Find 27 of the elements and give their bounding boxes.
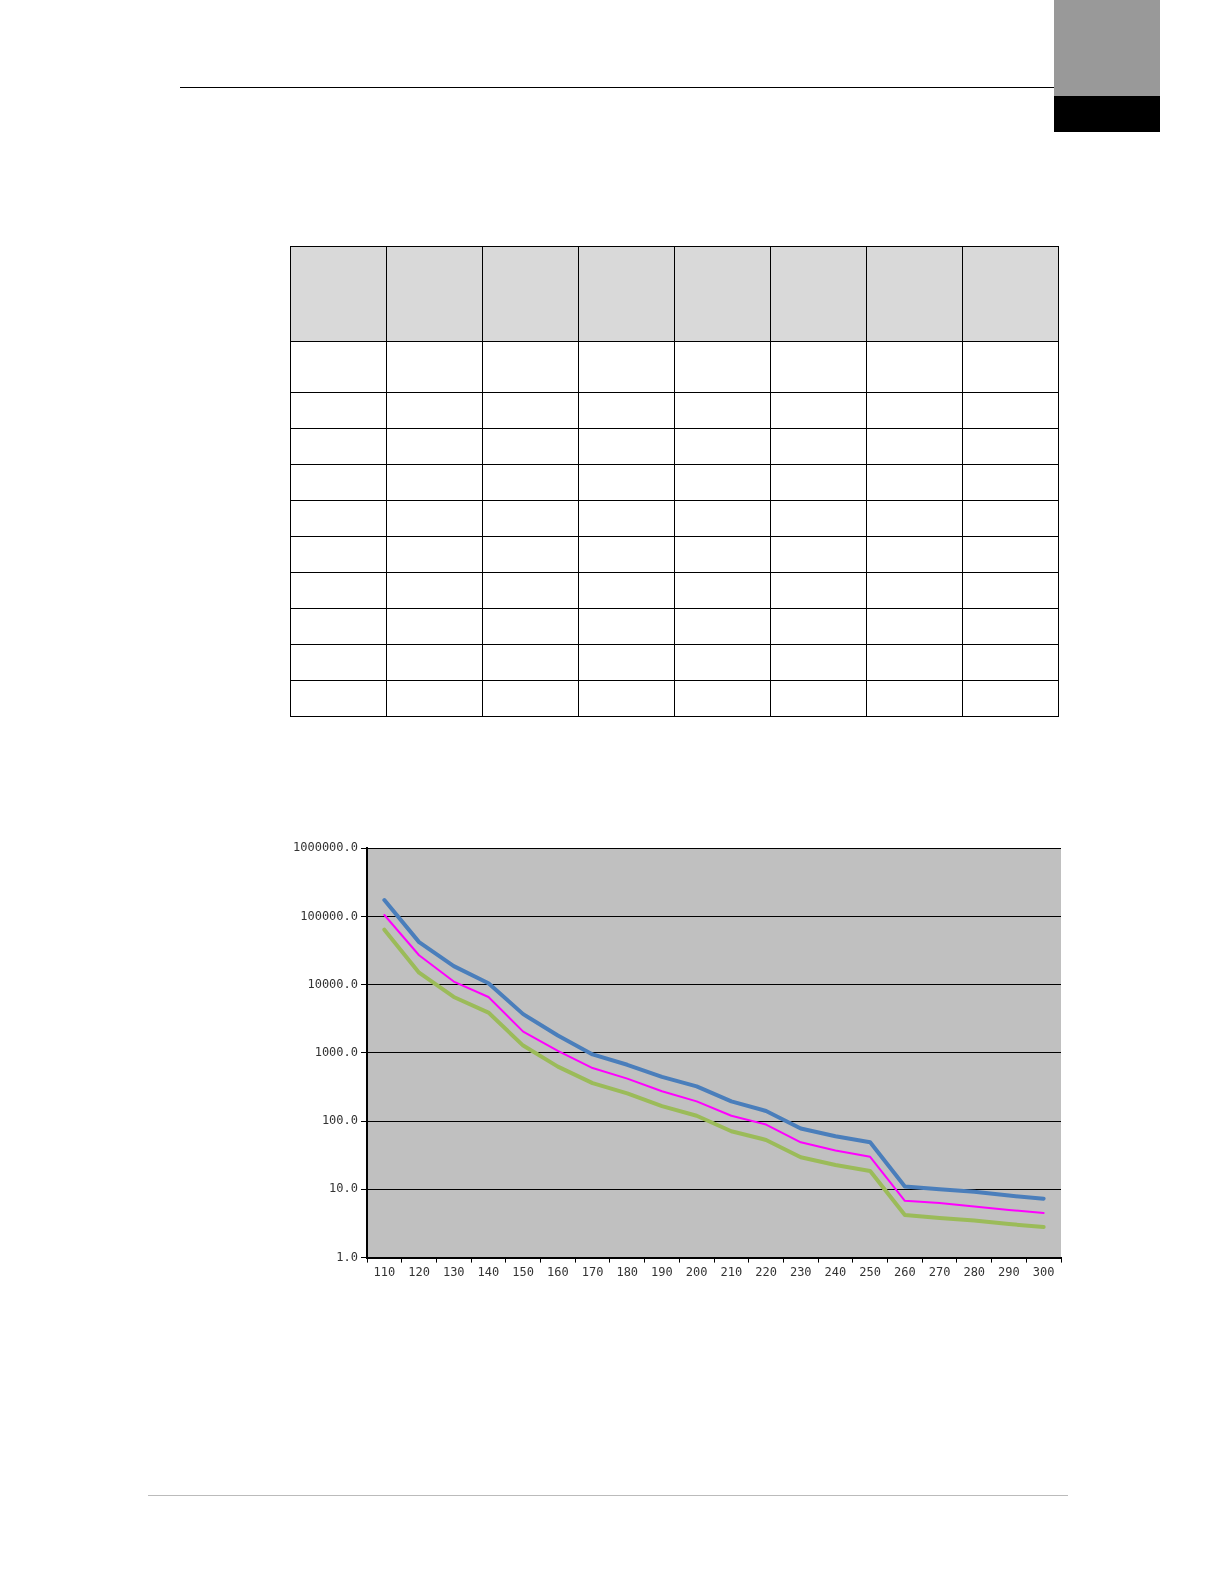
x-tick-label: 240 [824,1264,847,1279]
x-tick-label: 130 [442,1264,465,1279]
x-tick-label: 160 [547,1264,569,1279]
x-tick-label: 230 [789,1264,812,1279]
x-tick-label: 300 [1032,1264,1055,1279]
x-tick-label: 150 [512,1264,535,1279]
x-tick-label: 170 [581,1264,604,1279]
x-tick-label: 260 [894,1264,916,1279]
y-tick-label: 100000.0 [300,908,359,923]
x-tick-label: 140 [477,1264,500,1279]
x-tick-label: 290 [998,1264,1020,1279]
y-tick-label: 10.0 [329,1181,359,1196]
x-tick-label: 220 [755,1264,777,1279]
x-tick-label: 250 [859,1264,881,1279]
y-tick-label: 1.0 [336,1249,359,1264]
x-tick-label: 280 [963,1264,986,1279]
y-tick-label: 100.0 [321,1113,359,1128]
y-tick-label: 1000000.0 [292,840,359,855]
x-tick-label: 180 [616,1264,639,1279]
x-tick-label: 120 [408,1264,430,1279]
y-tick-label: 1000.0 [314,1045,359,1060]
x-tick-label: 210 [720,1264,743,1279]
x-tick-label: 110 [373,1264,396,1279]
x-tick-label: 270 [928,1264,951,1279]
x-tick-label: 190 [651,1264,673,1279]
x-tick-label: 200 [685,1264,708,1279]
y-tick-label: 10000.0 [307,976,359,991]
